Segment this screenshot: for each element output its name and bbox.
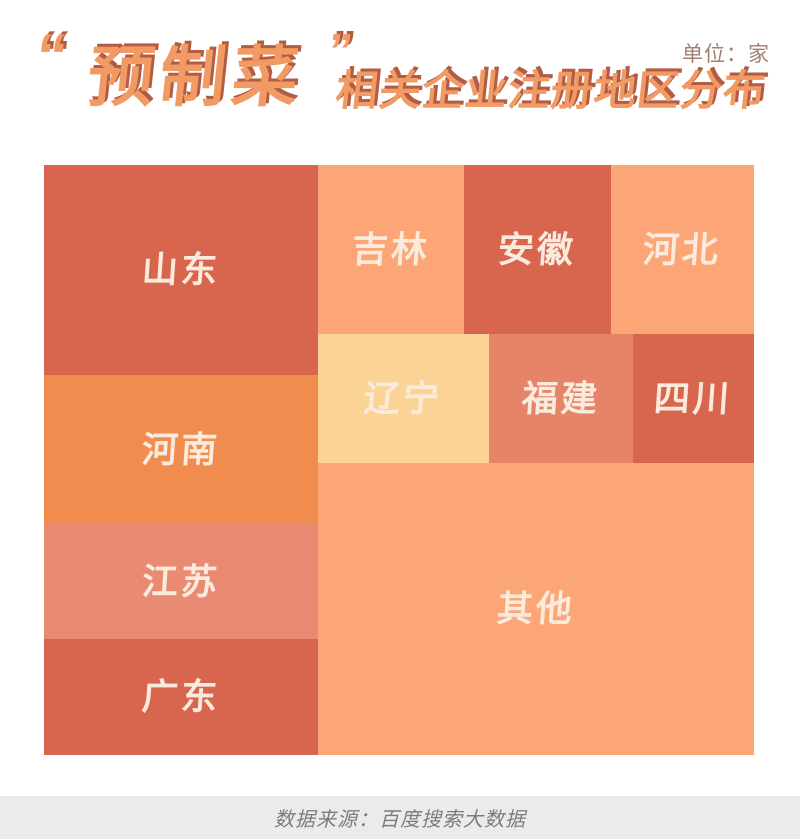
- treemap-cell-sichuan: 四川: [633, 334, 754, 463]
- unit-label: 单位：家: [682, 43, 770, 66]
- data-source-label: 数据来源：百度搜索大数据: [274, 809, 526, 831]
- footer-bar: 数据来源：百度搜索大数据: [0, 796, 800, 839]
- treemap-cell-label-shandong: 山东: [140, 249, 222, 290]
- treemap-cell-label-sichuan: 四川: [653, 377, 734, 419]
- treemap-cell-guangdong: 广东: [44, 639, 318, 755]
- treemap-cell-label-jilin: 吉林: [350, 228, 432, 270]
- treemap-cell-anhui: 安徽: [464, 165, 611, 334]
- treemap-cell-label-liaoning: 辽宁: [363, 377, 444, 419]
- treemap-cell-hebei: 河北: [611, 165, 754, 334]
- treemap-cell-jiangsu: 江苏: [44, 524, 318, 639]
- treemap-cell-label-others: 其他: [495, 588, 577, 629]
- treemap-cell-liaoning: 辽宁: [318, 334, 489, 463]
- chart-title-rest: 相关企业注册地区分布: [333, 67, 769, 114]
- treemap-cell-henan: 河南: [44, 375, 318, 524]
- treemap-cell-fujian: 福建: [489, 334, 633, 463]
- treemap-cell-others: 其他: [318, 463, 754, 755]
- treemap-cell-label-hebei: 河北: [642, 228, 723, 270]
- treemap-cell-label-jiangsu: 江苏: [140, 560, 222, 602]
- treemap-cell-jilin: 吉林: [318, 165, 464, 334]
- treemap-chart: 山东 河南 江苏 广东 吉林 安徽 河北 辽宁 福建 四川 其他: [44, 165, 754, 755]
- chart-header: “ 预制菜 ” 相关企业注册地区分布 单位：家: [0, 0, 800, 150]
- treemap-cell-shandong: 山东: [44, 165, 318, 375]
- treemap-cell-label-guangdong: 广东: [140, 676, 222, 717]
- treemap-cell-label-henan: 河南: [140, 428, 222, 470]
- chart-title-keyword: 预制菜: [84, 40, 308, 114]
- treemap-cell-label-anhui: 安徽: [497, 228, 578, 270]
- treemap-cell-label-fujian: 福建: [520, 377, 602, 419]
- open-quote-mark: “: [32, 22, 71, 91]
